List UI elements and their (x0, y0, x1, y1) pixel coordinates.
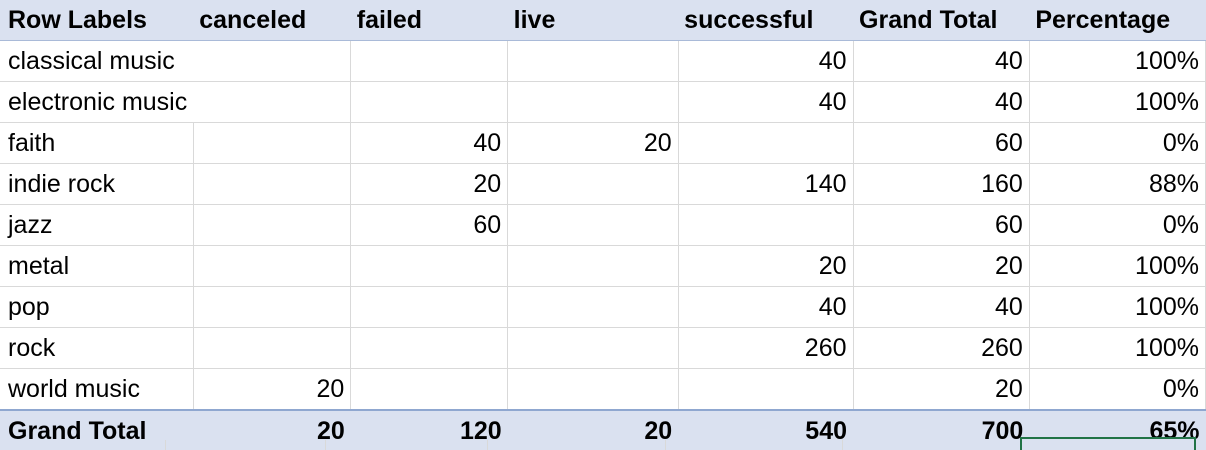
cell-percentage[interactable]: 100% (1029, 327, 1206, 369)
cell-canceled[interactable] (193, 327, 352, 369)
cell-grand-total[interactable]: 60 (853, 204, 1030, 246)
header-failed[interactable]: failed (350, 0, 508, 41)
header-live[interactable]: live (507, 0, 679, 41)
gridline (487, 440, 488, 450)
grand-total-row: Grand Total 20 120 20 540 700 65% (0, 409, 1206, 450)
header-grand-total[interactable]: Grand Total (853, 0, 1030, 41)
cell-canceled[interactable] (193, 40, 352, 82)
cell-percentage[interactable]: 100% (1029, 286, 1206, 328)
cell-canceled[interactable] (193, 204, 352, 246)
table-row: world music 20 20 0% (0, 368, 1206, 411)
active-cell-selection[interactable] (1020, 437, 1196, 450)
cell-live[interactable] (507, 40, 679, 82)
cell-successful[interactable]: 40 (678, 40, 854, 82)
cell-row-label[interactable]: rock (0, 327, 194, 369)
cell-successful[interactable]: 40 (678, 81, 854, 123)
cell-row-label[interactable]: metal (0, 245, 194, 287)
header-percentage[interactable]: Percentage (1029, 0, 1206, 41)
cell-live[interactable] (507, 204, 679, 246)
table-row: metal 20 20 100% (0, 245, 1206, 287)
cell-grand-total[interactable]: 40 (853, 81, 1030, 123)
cell-live[interactable] (507, 245, 679, 287)
cell-successful[interactable]: 260 (678, 327, 854, 369)
cell-grand-total[interactable]: 160 (853, 163, 1030, 205)
table-row: pop 40 40 100% (0, 286, 1206, 328)
cell-percentage[interactable]: 0% (1029, 368, 1206, 411)
gridline (665, 440, 666, 450)
cell-grand-total[interactable]: 40 (853, 40, 1030, 82)
cell-failed[interactable]: 40 (350, 122, 509, 164)
cell-row-label[interactable]: classical music (0, 40, 194, 82)
cell-percentage[interactable]: 100% (1029, 40, 1206, 82)
cell-canceled[interactable] (193, 286, 352, 328)
total-label[interactable]: Grand Total (0, 409, 194, 450)
cell-percentage[interactable]: 100% (1029, 81, 1206, 123)
total-successful[interactable]: 540 (678, 409, 854, 450)
table-row: indie rock 20 140 160 88% (0, 163, 1206, 205)
cell-canceled[interactable] (193, 245, 352, 287)
header-canceled[interactable]: canceled (193, 0, 351, 41)
cell-grand-total[interactable]: 260 (853, 327, 1030, 369)
cell-successful[interactable] (678, 204, 854, 246)
table-row: classical music 40 40 100% (0, 40, 1206, 82)
table-row: rock 260 260 100% (0, 327, 1206, 369)
cell-canceled[interactable] (193, 163, 352, 205)
cell-failed[interactable] (350, 286, 509, 328)
cell-live[interactable] (507, 163, 679, 205)
cell-row-label[interactable]: electronic music (0, 81, 194, 123)
cell-row-label[interactable]: faith (0, 122, 194, 164)
cell-successful[interactable]: 20 (678, 245, 854, 287)
total-live[interactable]: 20 (507, 409, 679, 450)
header-successful[interactable]: successful (678, 0, 854, 41)
gridline (165, 440, 166, 450)
cell-failed[interactable] (350, 368, 509, 411)
cell-live[interactable] (507, 368, 679, 411)
cell-canceled[interactable] (193, 122, 352, 164)
header-row: Row Labels canceled failed live successf… (0, 0, 1206, 41)
cell-grand-total[interactable]: 60 (853, 122, 1030, 164)
cell-canceled[interactable]: 20 (193, 368, 352, 411)
cell-live[interactable]: 20 (507, 122, 679, 164)
cell-row-label[interactable]: indie rock (0, 163, 194, 205)
cell-failed[interactable]: 20 (350, 163, 509, 205)
header-row-labels[interactable]: Row Labels (0, 0, 194, 41)
cell-row-label[interactable]: pop (0, 286, 194, 328)
table-row: jazz 60 60 0% (0, 204, 1206, 246)
cell-failed[interactable]: 60 (350, 204, 509, 246)
cell-grand-total[interactable]: 20 (853, 245, 1030, 287)
empty-grid-row[interactable] (0, 440, 1206, 450)
total-failed[interactable]: 120 (350, 409, 508, 450)
cell-successful[interactable]: 40 (678, 286, 854, 328)
cell-successful[interactable] (678, 368, 854, 411)
cell-failed[interactable] (350, 40, 509, 82)
cell-canceled[interactable] (193, 81, 352, 123)
cell-percentage[interactable]: 100% (1029, 245, 1206, 287)
cell-percentage[interactable]: 88% (1029, 163, 1206, 205)
cell-percentage[interactable]: 0% (1029, 122, 1206, 164)
gridline (842, 440, 843, 450)
cell-successful[interactable] (678, 122, 854, 164)
total-percentage[interactable]: 65% (1029, 409, 1206, 450)
cell-live[interactable] (507, 81, 679, 123)
cell-live[interactable] (507, 286, 679, 328)
total-grand-total[interactable]: 700 (853, 409, 1030, 450)
cell-successful[interactable]: 140 (678, 163, 854, 205)
cell-grand-total[interactable]: 40 (853, 286, 1030, 328)
total-canceled[interactable]: 20 (193, 409, 351, 450)
cell-failed[interactable] (350, 245, 509, 287)
cell-row-label[interactable]: jazz (0, 204, 194, 246)
cell-grand-total[interactable]: 20 (853, 368, 1030, 411)
table-row: faith 40 20 60 0% (0, 122, 1206, 164)
cell-row-label[interactable]: world music (0, 368, 194, 411)
cell-percentage[interactable]: 0% (1029, 204, 1206, 246)
cell-failed[interactable] (350, 327, 509, 369)
table-row: electronic music 40 40 100% (0, 81, 1206, 123)
cell-live[interactable] (507, 327, 679, 369)
gridline (325, 440, 326, 450)
cell-failed[interactable] (350, 81, 509, 123)
